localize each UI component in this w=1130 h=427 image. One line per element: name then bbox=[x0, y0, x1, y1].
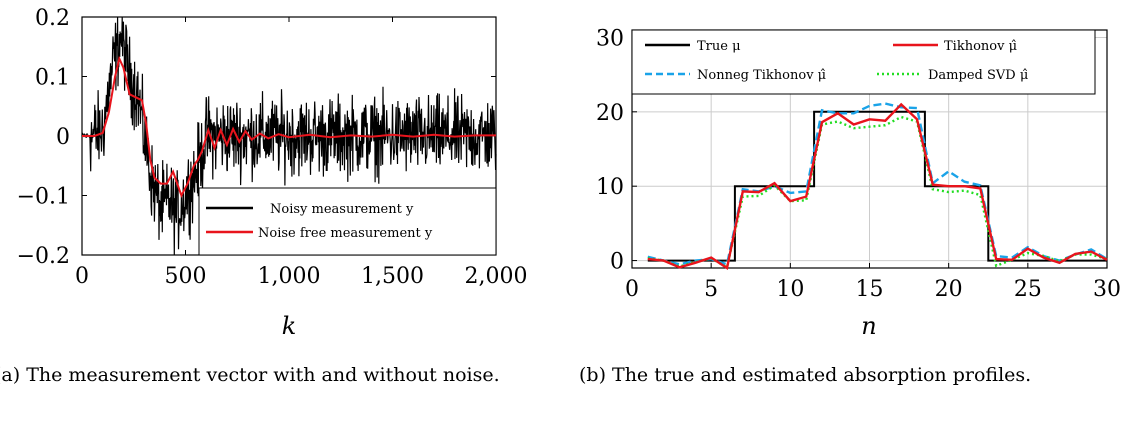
series-noise-free-measurement bbox=[82, 55, 496, 199]
chart-a-ticks: 0 500 1,000 1,500 2,000 −0.2 −0.1 0 0.1 0.2 bbox=[17, 6, 528, 289]
chart-a-series bbox=[81, 16, 497, 256]
chart-a-xtick-label: 2,000 bbox=[465, 264, 528, 289]
chart-b-ticks: 0 5 10 15 20 25 30 0 10 20 30 bbox=[596, 26, 1121, 302]
series-nonneg-tikhonov bbox=[647, 102, 1108, 266]
chart-b-series bbox=[647, 102, 1108, 270]
legend-label-nonneg: Nonneg Tikhonov μ̂ bbox=[697, 68, 826, 83]
chart-b-xlabel: n bbox=[861, 312, 876, 340]
chart-a-ytick-label: −0.1 bbox=[17, 185, 70, 210]
chart-b-ytick-label: 10 bbox=[596, 175, 624, 200]
chart-b-xtick-label: 10 bbox=[776, 277, 804, 302]
chart-b-xtick-label: 30 bbox=[1093, 277, 1121, 302]
legend-label-noisy: Noisy measurement y bbox=[270, 202, 414, 217]
chart-a-xlabel: k bbox=[282, 312, 297, 340]
caption-b: (b) The true and estimated absorption pr… bbox=[579, 364, 1032, 386]
legend-label-tikhonov: Tikhonov μ̂ bbox=[944, 39, 1017, 54]
chart-b-legend: True μ Tikhonov μ̂ Nonneg Tikhonov μ̂ Da… bbox=[631, 29, 1096, 95]
chart-a: 0 500 1,000 1,500 2,000 −0.2 −0.1 0 0.1 0.2 k Noi… bbox=[17, 6, 528, 340]
chart-b-xtick-label: 25 bbox=[1014, 277, 1042, 302]
series-noisy-measurement bbox=[81, 16, 497, 256]
chart-b-ytick-label: 0 bbox=[610, 250, 624, 275]
chart-a-xtick-label: 500 bbox=[165, 264, 207, 289]
chart-b-legend-box bbox=[631, 29, 1096, 95]
chart-b-ytick-label: 20 bbox=[596, 101, 624, 126]
chart-a-legend-box bbox=[198, 187, 497, 256]
chart-a-ytick-label: 0.1 bbox=[35, 66, 70, 91]
chart-a-xtick-label: 1,000 bbox=[258, 264, 321, 289]
chart-b-xtick-label: 20 bbox=[935, 277, 963, 302]
chart-b: 0 5 10 15 20 25 30 0 10 20 30 n True μ Tikhonov μ̂… bbox=[596, 26, 1121, 340]
legend-label-true: True μ bbox=[697, 39, 741, 54]
chart-a-xtick-label: 0 bbox=[75, 264, 89, 289]
chart-b-xtick-label: 0 bbox=[625, 277, 639, 302]
chart-a-ytick-label: −0.2 bbox=[17, 244, 70, 269]
caption-a: (a) The measurement vector with and with… bbox=[0, 364, 500, 386]
chart-a-ytick-label: 0 bbox=[56, 125, 70, 150]
series-tikhonov bbox=[647, 102, 1108, 270]
chart-b-xtick-label: 5 bbox=[704, 277, 718, 302]
chart-a-legend: Noisy measurement y Noise free measureme… bbox=[198, 187, 497, 256]
chart-b-ytick-label: 30 bbox=[596, 26, 624, 51]
series-damped-svd bbox=[647, 115, 1108, 270]
chart-b-xtick-label: 15 bbox=[856, 277, 884, 302]
legend-label-noisefree: Noise free measurement y bbox=[258, 226, 433, 241]
chart-a-ytick-label: 0.2 bbox=[35, 6, 70, 31]
chart-a-xtick-label: 1,500 bbox=[361, 264, 424, 289]
legend-label-damped: Damped SVD μ̂ bbox=[928, 68, 1028, 83]
